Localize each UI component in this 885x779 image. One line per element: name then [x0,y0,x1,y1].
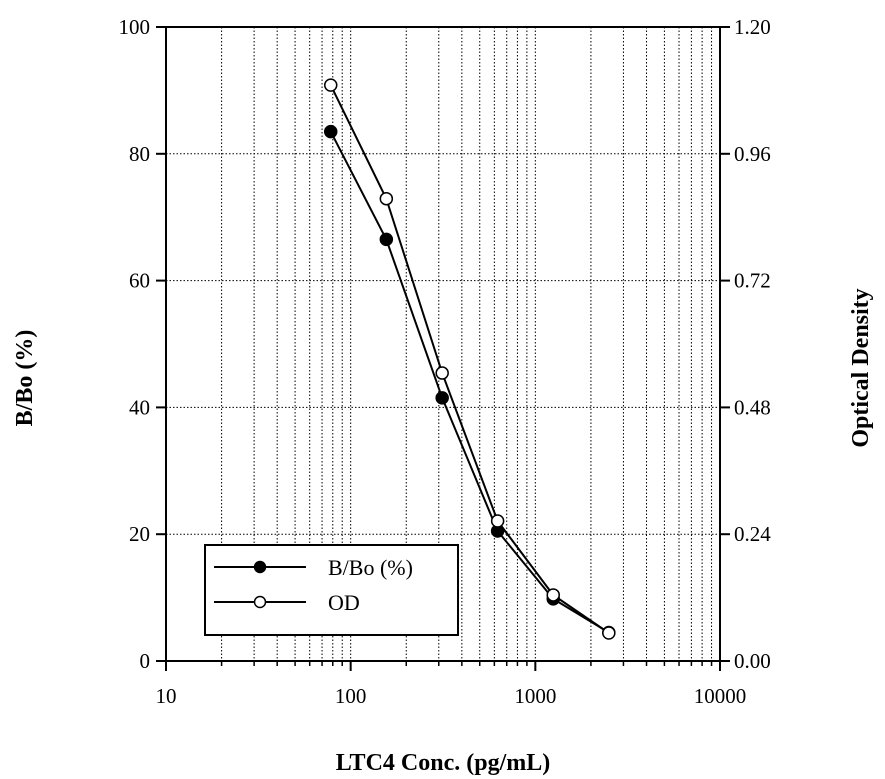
data-point-bbo [323,124,338,139]
legend: B/Bo (%) OD [204,544,459,636]
x-axis-title: LTC4 Conc. (pg/mL) [336,750,550,776]
y-tick-label: 60 [129,269,150,293]
y2-tick-label: 0.48 [734,395,771,419]
x-tick-label: 10 [156,684,177,708]
y-tick-label: 100 [119,15,151,39]
y-tick-label: 0 [140,649,151,673]
legend-marker-bbo [253,560,267,574]
data-point-od [602,626,616,640]
series-layer [323,78,616,640]
x-tick-label: 1000 [514,684,556,708]
data-point-bbo [435,391,449,405]
x-tick-label: 10000 [694,684,747,708]
x-tick-label: 100 [335,684,367,708]
legend-marker-od [253,595,267,609]
y-tick-label: 40 [129,395,150,419]
legend-label-od: OD [328,590,360,615]
y2-tick-label: 0.72 [734,269,771,293]
data-point-od [490,514,505,528]
y2-tick-label: 0.00 [734,649,771,673]
y-tick-label: 80 [129,142,150,166]
data-point-od [546,588,560,602]
y2-tick-label: 0.24 [734,522,771,546]
y2-axis-title: Optical Density [848,288,874,447]
legend-label-bbo: B/Bo (%) [328,555,413,580]
data-point-bbo [379,232,394,247]
data-point-od [379,191,394,206]
y-tick-label: 20 [129,522,150,546]
data-point-od [435,366,449,380]
series-line-bbo [329,131,610,634]
plot-frame [165,26,721,662]
legend-box [204,544,459,636]
series-line-od [329,84,610,634]
y-axis-title: B/Bo (%) [12,330,38,427]
y2-tick-label: 0.96 [734,142,771,166]
data-point-od [323,78,338,92]
y2-tick-label: 1.20 [734,15,771,39]
ticks: 10 100 1000 10000 0 20 40 60 80 100 0.00 0.24 0.48 0.… [119,15,772,708]
